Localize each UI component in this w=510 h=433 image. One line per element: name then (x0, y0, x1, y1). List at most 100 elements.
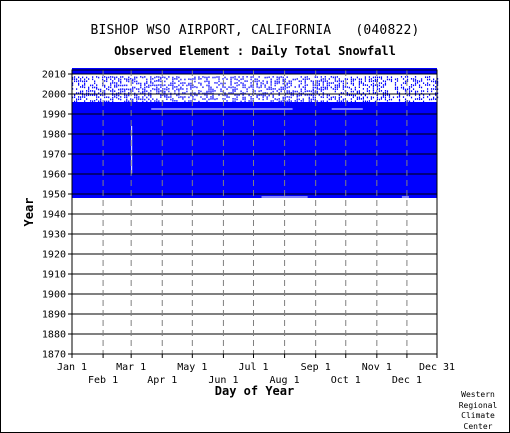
record-speck (194, 94, 196, 96)
record-speck (106, 96, 108, 98)
record-speck (98, 92, 100, 94)
record-speck (108, 86, 110, 88)
record-speck (206, 78, 208, 81)
record-speck (72, 88, 74, 90)
record-speck (390, 80, 393, 83)
record-speck (324, 88, 326, 90)
record-speck (437, 88, 439, 91)
record-speck (172, 82, 174, 85)
record-speck (418, 80, 421, 83)
record-speck (236, 94, 238, 96)
record-speck (406, 94, 409, 97)
record-speck (142, 96, 144, 98)
record-speck (412, 78, 415, 80)
record-speck (348, 94, 350, 96)
record-speck (346, 82, 348, 85)
x-tick-label: Jun 1 (208, 375, 238, 386)
record-speck (402, 86, 405, 89)
record-speck (206, 94, 208, 97)
record-speck (320, 96, 322, 98)
record-speck (404, 76, 407, 78)
record-speck (178, 90, 180, 92)
record-speck (412, 100, 415, 103)
record-speck (158, 78, 160, 81)
record-speck (264, 94, 266, 97)
record-speck (432, 96, 435, 99)
record-speck (134, 80, 136, 83)
record-speck (242, 84, 244, 86)
record-speck (278, 92, 280, 94)
record-speck (268, 94, 270, 97)
record-speck (292, 78, 294, 81)
record-speck (426, 96, 429, 98)
record-speck (432, 84, 435, 87)
record-speck (224, 98, 226, 100)
record-speck (278, 100, 280, 103)
record-speck (430, 90, 433, 93)
record-speck (340, 80, 342, 83)
record-speck (376, 88, 379, 90)
record-speck (200, 78, 202, 80)
record-speck (210, 86, 212, 89)
record-speck (176, 100, 178, 102)
record-speck (364, 78, 367, 80)
record-speck (252, 98, 254, 100)
record-speck (200, 90, 202, 93)
record-speck (208, 76, 210, 78)
record-speck (136, 82, 138, 85)
record-speck (160, 86, 162, 88)
record-speck (80, 78, 82, 80)
record-speck (156, 84, 158, 87)
record-speck (206, 84, 208, 87)
record-speck (112, 80, 114, 82)
record-speck (160, 90, 162, 92)
record-speck (144, 86, 146, 89)
record-speck (406, 80, 409, 83)
record-speck (366, 90, 369, 92)
record-speck (340, 100, 342, 103)
record-speck (344, 98, 346, 100)
record-speck (398, 94, 401, 97)
record-speck (80, 90, 82, 93)
record-speck (108, 76, 110, 79)
record-speck (200, 84, 202, 86)
record-speck (288, 100, 290, 103)
record-speck (388, 94, 391, 97)
record-speck (112, 76, 114, 78)
record-speck (190, 92, 192, 95)
record-speck (312, 88, 314, 91)
record-speck (398, 92, 401, 95)
record-speck (196, 94, 198, 97)
record-speck (328, 84, 330, 87)
record-speck (390, 76, 393, 79)
record-speck (146, 90, 148, 93)
record-speck (334, 90, 336, 93)
record-speck (420, 86, 423, 89)
record-speck (208, 88, 210, 90)
record-speck (210, 90, 212, 92)
record-speck (432, 80, 435, 83)
record-speck (282, 78, 284, 81)
record-speck (300, 80, 302, 83)
record-speck (352, 96, 354, 99)
record-speck (228, 96, 230, 98)
record-speck (242, 76, 244, 78)
record-speck (432, 88, 435, 90)
record-speck (192, 78, 194, 80)
record-speck (376, 96, 379, 99)
record-speck (342, 88, 344, 90)
record-speck (394, 84, 397, 86)
record-speck (174, 78, 176, 80)
record-speck (182, 88, 184, 90)
record-speck (254, 80, 256, 83)
record-speck (426, 78, 429, 81)
record-speck (104, 92, 106, 94)
record-speck (84, 96, 86, 98)
record-speck (294, 100, 296, 102)
record-speck (270, 84, 272, 86)
y-tick-label: 1980 (42, 130, 66, 141)
record-speck (338, 86, 340, 88)
record-speck (296, 98, 298, 101)
record-speck (342, 86, 344, 88)
record-speck (126, 96, 128, 99)
